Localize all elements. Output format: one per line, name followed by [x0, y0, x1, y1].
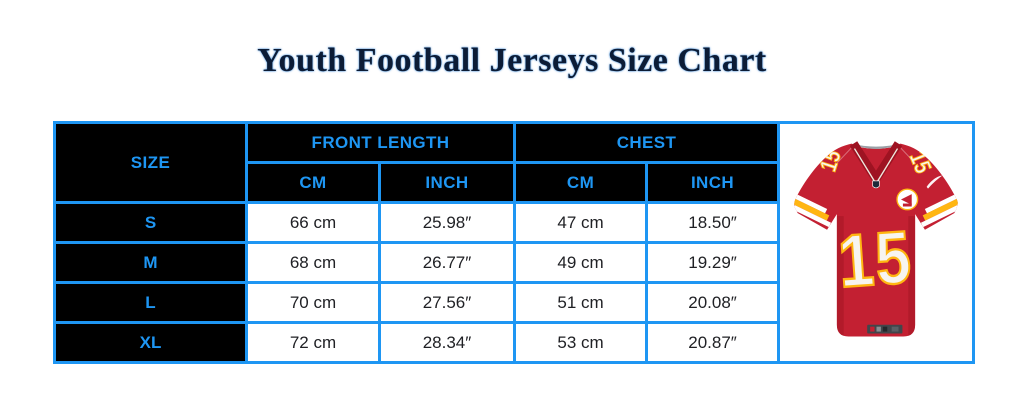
- svg-text:15: 15: [836, 215, 915, 303]
- size-label: XL: [53, 321, 248, 364]
- jock-tag: [867, 324, 903, 334]
- football-jersey-icon: 15 15: [794, 140, 958, 336]
- size-chart-table: SIZE FRONT LENGTH CHEST: [53, 121, 976, 364]
- table-row-l: L 70 cm 27.56″ 51 cm 20.08″: [53, 281, 974, 324]
- size-label: L: [53, 281, 248, 324]
- col-header-front-inch: INCH: [377, 161, 517, 204]
- front-length-cm: 70 cm: [245, 281, 381, 324]
- col-header-size: SIZE: [53, 121, 248, 204]
- col-group-front-length: FRONT LENGTH: [244, 121, 517, 164]
- jersey-body: [794, 143, 958, 336]
- chest-inch: 18.50″: [645, 201, 781, 244]
- front-length-inch: 26.77″: [377, 241, 517, 284]
- front-length-cm: 68 cm: [245, 241, 381, 284]
- front-length-cm: 66 cm: [245, 201, 381, 244]
- table-row-xl: XL 72 cm 28.34″ 53 cm 20.87″: [53, 321, 974, 364]
- jersey-product-image: 15 15: [777, 121, 976, 364]
- chest-cm: 47 cm: [513, 201, 649, 244]
- chest-cm: 51 cm: [513, 281, 649, 324]
- col-header-front-cm: CM: [245, 161, 381, 204]
- size-label: M: [53, 241, 248, 284]
- header-units-row: CM INCH CM INCH: [55, 161, 974, 204]
- collar-back: [851, 143, 901, 149]
- chest-inch: 20.87″: [645, 321, 781, 364]
- chest-inch: 19.29″: [645, 241, 781, 284]
- size-label: S: [53, 201, 248, 244]
- table-row-m: M 68 cm 26.77″ 49 cm 19.29″: [53, 241, 974, 284]
- chest-inch: 20.08″: [645, 281, 781, 324]
- front-length-cm: 72 cm: [245, 321, 381, 364]
- page-title: Youth Football Jerseys Size Chart: [257, 42, 767, 79]
- front-length-inch: 27.56″: [377, 281, 517, 324]
- col-header-chest-cm: CM: [513, 161, 649, 204]
- col-header-chest-inch: INCH: [645, 161, 781, 204]
- chest-number: 15: [835, 214, 916, 304]
- table-row-s: S 66 cm 25.98″ 47 cm 18.50″: [53, 201, 974, 244]
- front-length-inch: 28.34″: [377, 321, 517, 364]
- col-group-chest: CHEST: [513, 121, 781, 164]
- chest-cm: 49 cm: [513, 241, 649, 284]
- chest-cm: 53 cm: [513, 321, 649, 364]
- nfl-shield-icon: [872, 180, 880, 188]
- collar-v: [849, 140, 903, 187]
- swoosh-icon: [926, 175, 943, 189]
- front-length-inch: 25.98″: [377, 201, 517, 244]
- header-group-row: SIZE FRONT LENGTH CHEST: [53, 121, 976, 364]
- team-logo-patch: [896, 187, 919, 210]
